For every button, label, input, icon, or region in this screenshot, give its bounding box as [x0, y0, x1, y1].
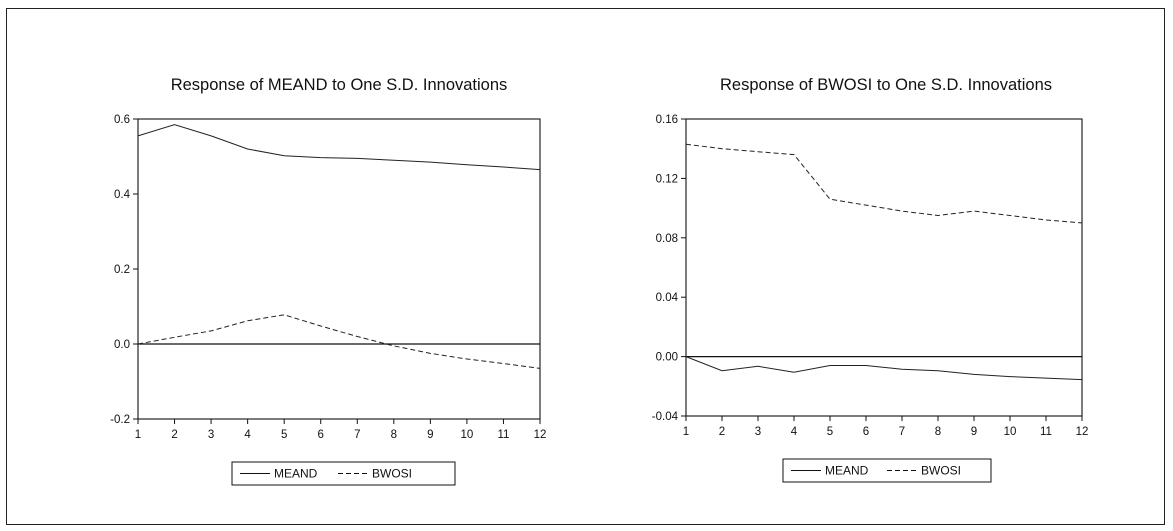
- x-tick-label: 7: [899, 426, 905, 438]
- series-line-bwosi: [685, 143, 1083, 224]
- x-tick-label: 9: [427, 429, 433, 441]
- y-tick-label: -0.2: [110, 414, 130, 426]
- chart-panel-1: Response of MEAND to One S.D. Innovation…: [110, 76, 547, 486]
- x-tick-label: 4: [791, 426, 798, 438]
- x-tick-label: 12: [1076, 426, 1089, 438]
- y-tick-label: 0.12: [656, 173, 678, 185]
- y-tick-label: 0.16: [656, 114, 678, 126]
- x-tick-label: 3: [755, 426, 761, 438]
- series-line-bwosi: [137, 314, 541, 369]
- legend-label-meand: MEAND: [274, 467, 318, 481]
- y-tick-label: -0.04: [652, 411, 679, 423]
- x-tick-label: 1: [683, 426, 689, 438]
- figure-frame: [6, 8, 1165, 525]
- x-tick-label: 8: [935, 426, 941, 438]
- x-tick-label: 2: [719, 426, 725, 438]
- legend-label-bwosi: BWOSI: [921, 464, 961, 478]
- chart-title: Response of BWOSI to One S.D. Innovation…: [720, 76, 1052, 94]
- x-tick-label: 12: [534, 429, 547, 441]
- y-tick-label: 0.0: [114, 339, 130, 351]
- x-tick-label: 11: [497, 429, 509, 441]
- y-tick-label: 0.2: [114, 264, 130, 276]
- x-tick-label: 10: [1004, 426, 1017, 438]
- x-tick-label: 6: [863, 426, 869, 438]
- x-tick-label: 3: [208, 429, 214, 441]
- x-tick-label: 5: [281, 429, 287, 441]
- x-tick-label: 8: [391, 429, 397, 441]
- y-tick-label: 0.4: [114, 189, 131, 201]
- x-tick-label: 7: [354, 429, 360, 441]
- legend-box: [231, 461, 456, 486]
- y-tick-label: 0.00: [656, 352, 678, 364]
- y-tick-label: 0.04: [656, 292, 679, 304]
- y-tick-label: 0.6: [114, 114, 130, 126]
- chart-legend: MEAND BWOSI: [231, 461, 456, 486]
- y-tick-label: 0.08: [656, 233, 678, 245]
- x-tick-label: 10: [461, 429, 474, 441]
- chart-legend: MEAND BWOSI: [782, 458, 992, 483]
- legend-label-meand: MEAND: [825, 464, 869, 478]
- x-tick-label: 11: [1040, 426, 1052, 438]
- chart-panel-2: Response of BWOSI to One S.D. Innovation…: [652, 76, 1089, 483]
- legend-label-bwosi: BWOSI: [372, 467, 412, 481]
- x-tick-label: 6: [318, 429, 324, 441]
- x-tick-label: 2: [171, 429, 177, 441]
- x-tick-label: 4: [244, 429, 251, 441]
- plot-area: [685, 118, 1083, 417]
- x-tick-label: 1: [135, 429, 141, 441]
- plot-area: [137, 118, 541, 420]
- chart-title: Response of MEAND to One S.D. Innovation…: [171, 76, 508, 94]
- series-line-meand: [137, 124, 541, 171]
- x-tick-label: 9: [971, 426, 977, 438]
- x-tick-label: 5: [827, 426, 833, 438]
- series-line-meand: [685, 356, 1083, 381]
